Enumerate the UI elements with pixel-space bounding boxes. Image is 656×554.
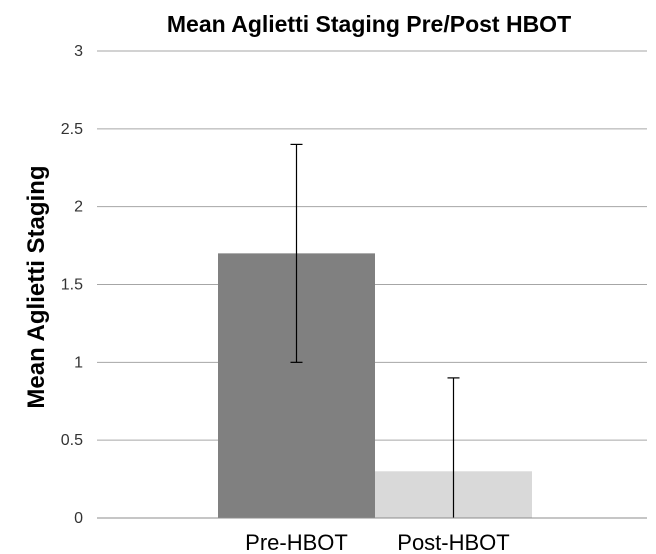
error-bar-post-hbot (447, 377, 460, 518)
y-tick-label: 3 (74, 43, 83, 60)
bars (218, 253, 532, 518)
error-bars (290, 143, 460, 518)
y-tick-label: 0 (74, 510, 83, 527)
error-bar-pre-hbot (290, 143, 303, 363)
chart-title: Mean Aglietti Staging Pre/Post HBOT (167, 11, 571, 37)
y-tick-labels: 0 0.5 1 1.5 2 2.5 3 (61, 43, 83, 527)
x-category-label: Post-HBOT (397, 530, 509, 554)
x-category-label: Pre-HBOT (245, 530, 348, 554)
y-tick-label: 1.5 (61, 277, 83, 294)
y-tick-label: 2.5 (61, 121, 83, 138)
y-tick-label: 0.5 (61, 432, 83, 449)
x-category-labels: Pre-HBOT Post-HBOT (245, 530, 510, 554)
y-axis-label: Mean Aglietti Staging (23, 165, 50, 408)
y-tick-label: 1 (74, 354, 83, 371)
y-tick-label: 2 (74, 199, 83, 216)
